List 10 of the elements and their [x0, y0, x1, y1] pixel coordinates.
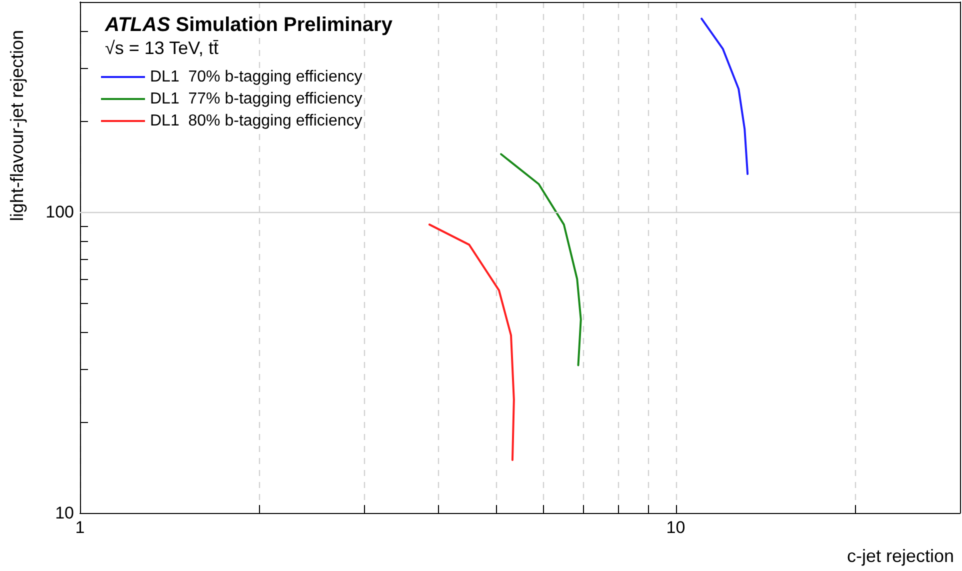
legend-label: DL1 77% b-tagging efficiency: [150, 90, 362, 108]
text: √s = 13 TeV, tt̄: [105, 38, 219, 58]
y-axis-title: light-flavour-jet rejection: [7, 30, 27, 222]
legend-label: DL1 80% b-tagging efficiency: [150, 112, 362, 130]
x-tick-label: 1: [75, 518, 85, 537]
x-axis-title: c-jet rejection: [846, 546, 954, 566]
text: ATLAS Simulation Preliminary: [104, 14, 394, 36]
line-series: [700, 18, 749, 175]
legend-label: DL1 70% b-tagging efficiency: [150, 68, 362, 86]
y-tick-label: 100: [46, 202, 74, 222]
